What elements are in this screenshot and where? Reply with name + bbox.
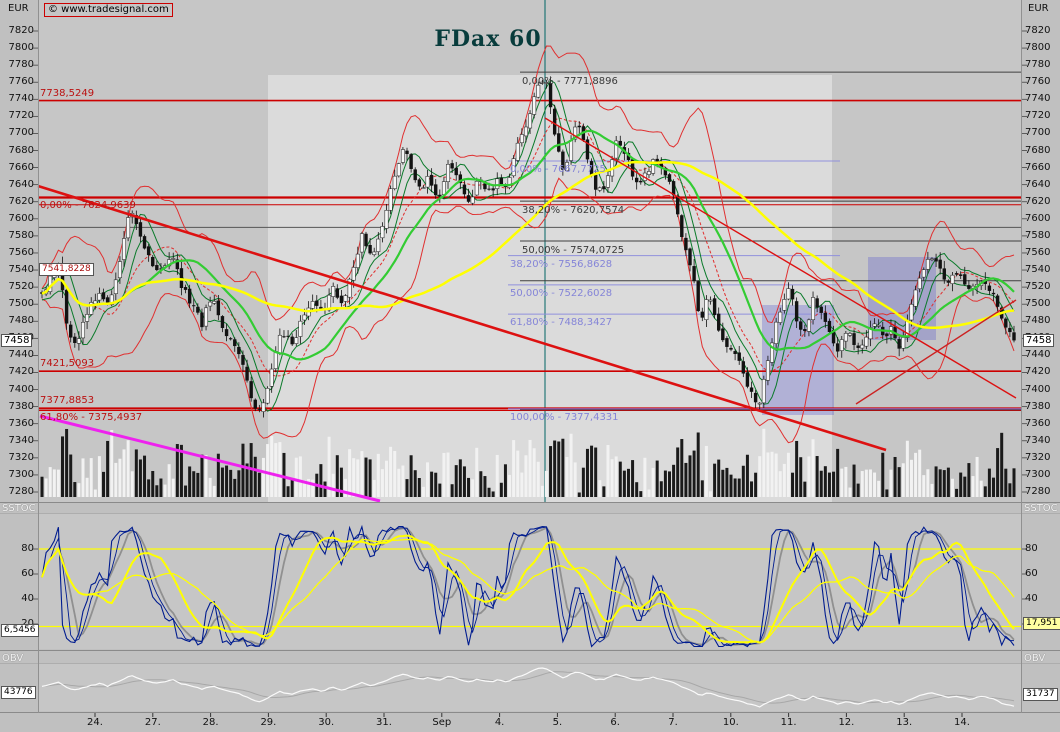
- copyright-watermark: © www.tradesignal.com: [44, 3, 173, 17]
- price-axis-right[interactable]: [1022, 0, 1060, 713]
- currency-label-left: EUR: [8, 3, 29, 14]
- obv-panel-plot-area[interactable]: [38, 664, 1022, 711]
- current-price-tag-right: 7458: [1023, 334, 1055, 347]
- sstoc-panel-label-left: SSTOC: [2, 503, 36, 514]
- sstoc-value-tag-right: 17,951: [1023, 617, 1060, 630]
- obv-panel-label-right: OBV: [1024, 653, 1046, 664]
- obv-panel-label-left: OBV: [2, 653, 24, 664]
- current-price-tag-left: 7458: [1, 334, 33, 347]
- obv-value-tag-right: 31737: [1023, 688, 1058, 701]
- sstoc-panel-plot-area[interactable]: [38, 514, 1022, 649]
- obv-value-tag-left: 43776: [1, 686, 36, 699]
- alert-price-tag[interactable]: 7541,8228: [39, 263, 94, 276]
- sstoc-panel-label-right: SSTOC: [1024, 503, 1058, 514]
- price-axis-left[interactable]: [0, 0, 38, 713]
- price-chart-plot-area[interactable]: [38, 0, 1022, 502]
- sstoc-value-tag-left: 6,5456: [1, 624, 39, 637]
- currency-label-right: EUR: [1028, 3, 1049, 14]
- time-axis[interactable]: [0, 713, 1060, 732]
